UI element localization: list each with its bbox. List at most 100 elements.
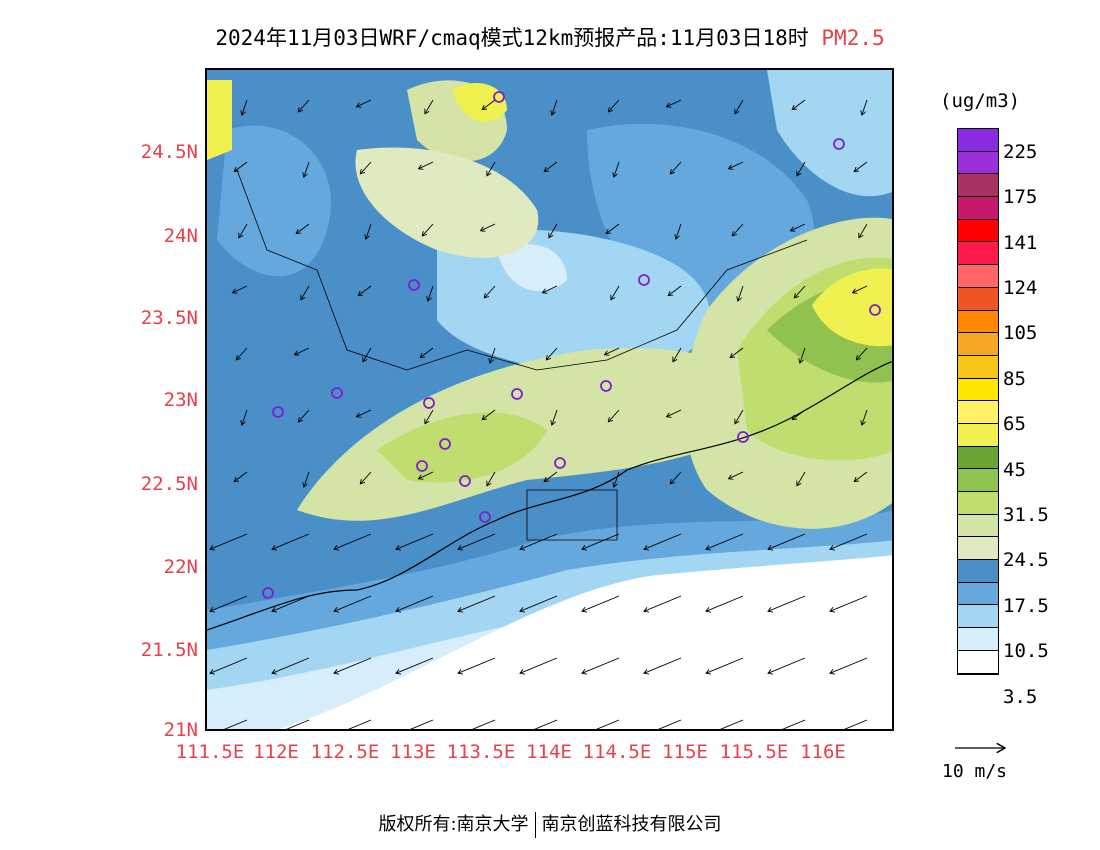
- wind-arrow: [729, 161, 744, 169]
- wind-arrow: [582, 657, 620, 673]
- wind-arrow: [360, 161, 372, 174]
- x-tick-label: 115E: [662, 741, 708, 763]
- wind-arrow: [582, 533, 620, 549]
- y-tick-label: 22.5N: [140, 473, 198, 495]
- wind-arrow: [396, 533, 434, 549]
- monitoring-sites: [262, 91, 881, 599]
- colorbar-tick-label: 24.5: [1003, 549, 1049, 572]
- wind-arrow: [410, 719, 434, 729]
- reference-vector-label: 10 m/s: [942, 761, 1008, 782]
- x-tick-label: 114.5E: [582, 741, 652, 763]
- colorbar-tick-label: 45: [1003, 458, 1026, 481]
- wind-arrow: [606, 223, 620, 234]
- wind-arrow: [667, 409, 682, 417]
- wind-arrow: [348, 719, 372, 729]
- y-tick-label: 24N: [163, 225, 198, 247]
- wind-vectors: [210, 99, 868, 729]
- wind-arrow: [481, 223, 496, 231]
- wind-arrow: [611, 285, 620, 300]
- colorbar-tick-label: 225: [1003, 140, 1038, 163]
- pm25-forecast-map: [205, 68, 894, 731]
- colorbar-swatch: [958, 582, 998, 606]
- wind-arrow: [830, 657, 868, 673]
- wind-arrow: [794, 285, 806, 298]
- wind-arrow: [272, 533, 310, 549]
- wind-arrow: [791, 223, 806, 231]
- wind-arrow: [304, 161, 310, 177]
- wind-arrow: [210, 595, 248, 611]
- wind-arrow: [582, 595, 620, 611]
- x-tick-label: 113.5E: [446, 741, 516, 763]
- colorbar-swatch: [958, 265, 998, 288]
- wind-arrow: [210, 533, 248, 549]
- colorbar-swatch: [958, 151, 998, 175]
- colorbar-swatch: [958, 469, 998, 492]
- wind-arrow: [458, 657, 496, 673]
- wind-arrow: [614, 471, 620, 487]
- colorbar-swatch: [958, 310, 998, 334]
- colorbar-swatch: [958, 287, 998, 311]
- site-marker: [272, 406, 284, 418]
- wind-arrow: [334, 657, 372, 673]
- wind-arrow: [792, 99, 806, 110]
- colorbar-tick-label: 10.5: [1003, 640, 1049, 663]
- wind-arrow: [729, 471, 744, 479]
- colorbar-swatch: [958, 242, 998, 266]
- wind-arrow: [800, 347, 806, 363]
- wind-arrow: [482, 99, 496, 110]
- colorbar-tick-label: 65: [1003, 413, 1026, 436]
- site-marker: [511, 388, 523, 400]
- wind-arrow: [792, 409, 806, 420]
- wind-arrow: [490, 347, 496, 363]
- wind-arrow: [422, 223, 434, 236]
- map-title: 2024年11月03日WRF/cmaq模式12km预报产品:11月03日18时 …: [0, 22, 1100, 52]
- field-hotspot-west: [207, 80, 232, 160]
- wind-arrow: [862, 99, 868, 115]
- wind-arrow: [549, 223, 558, 238]
- wind-arrow: [482, 409, 496, 420]
- y-tick-label: 23N: [163, 389, 198, 411]
- wind-arrow: [334, 595, 372, 611]
- wind-arrow: [520, 533, 558, 549]
- colorbar-swatch: [958, 423, 998, 447]
- y-tick-label: 22N: [163, 556, 198, 578]
- wind-arrow: [534, 719, 558, 729]
- site-marker: [439, 438, 451, 450]
- colorbar-swatch: [958, 446, 998, 470]
- wind-arrow: [844, 719, 868, 729]
- wind-arrow: [298, 409, 310, 422]
- wind-arrow: [676, 223, 682, 239]
- wind-arrow: [854, 471, 868, 482]
- field-plume-prd-core: [377, 412, 547, 483]
- wind-arrow: [357, 99, 372, 107]
- field-clean-sea: [279, 555, 892, 729]
- wind-arrow: [862, 409, 868, 425]
- wind-arrow: [768, 595, 806, 611]
- concentration-field: [207, 70, 892, 729]
- wind-arrow: [797, 161, 806, 176]
- wind-arrow: [366, 223, 372, 239]
- wind-arrow: [420, 347, 434, 358]
- field-plume-north-2: [355, 147, 539, 258]
- wind-arrow: [596, 719, 620, 729]
- y-tick-label: 21N: [163, 719, 198, 741]
- wind-arrow: [730, 347, 744, 358]
- field-hotspot-north: [452, 82, 507, 122]
- wind-arrow: [732, 223, 744, 236]
- wind-arrow: [658, 719, 682, 729]
- wind-arrow: [856, 347, 868, 360]
- site-marker: [416, 460, 428, 472]
- colorbar-swatch: [958, 197, 998, 220]
- wind-arrow: [357, 409, 372, 417]
- wind-arrow: [425, 409, 434, 424]
- copyright-footer: 版权所有:南京大学 南京创蓝科技有限公司: [0, 810, 1100, 838]
- wind-arrow: [210, 657, 248, 673]
- wind-arrow: [706, 657, 744, 673]
- wind-arrow: [425, 99, 434, 114]
- colorbar: [957, 128, 999, 675]
- colorbar-swatch: [958, 333, 998, 356]
- footer-copyright: 版权所有:南京大学: [378, 814, 529, 835]
- wind-arrow: [239, 223, 248, 238]
- wind-arrow: [853, 285, 868, 293]
- field-hotspot-east: [812, 268, 892, 347]
